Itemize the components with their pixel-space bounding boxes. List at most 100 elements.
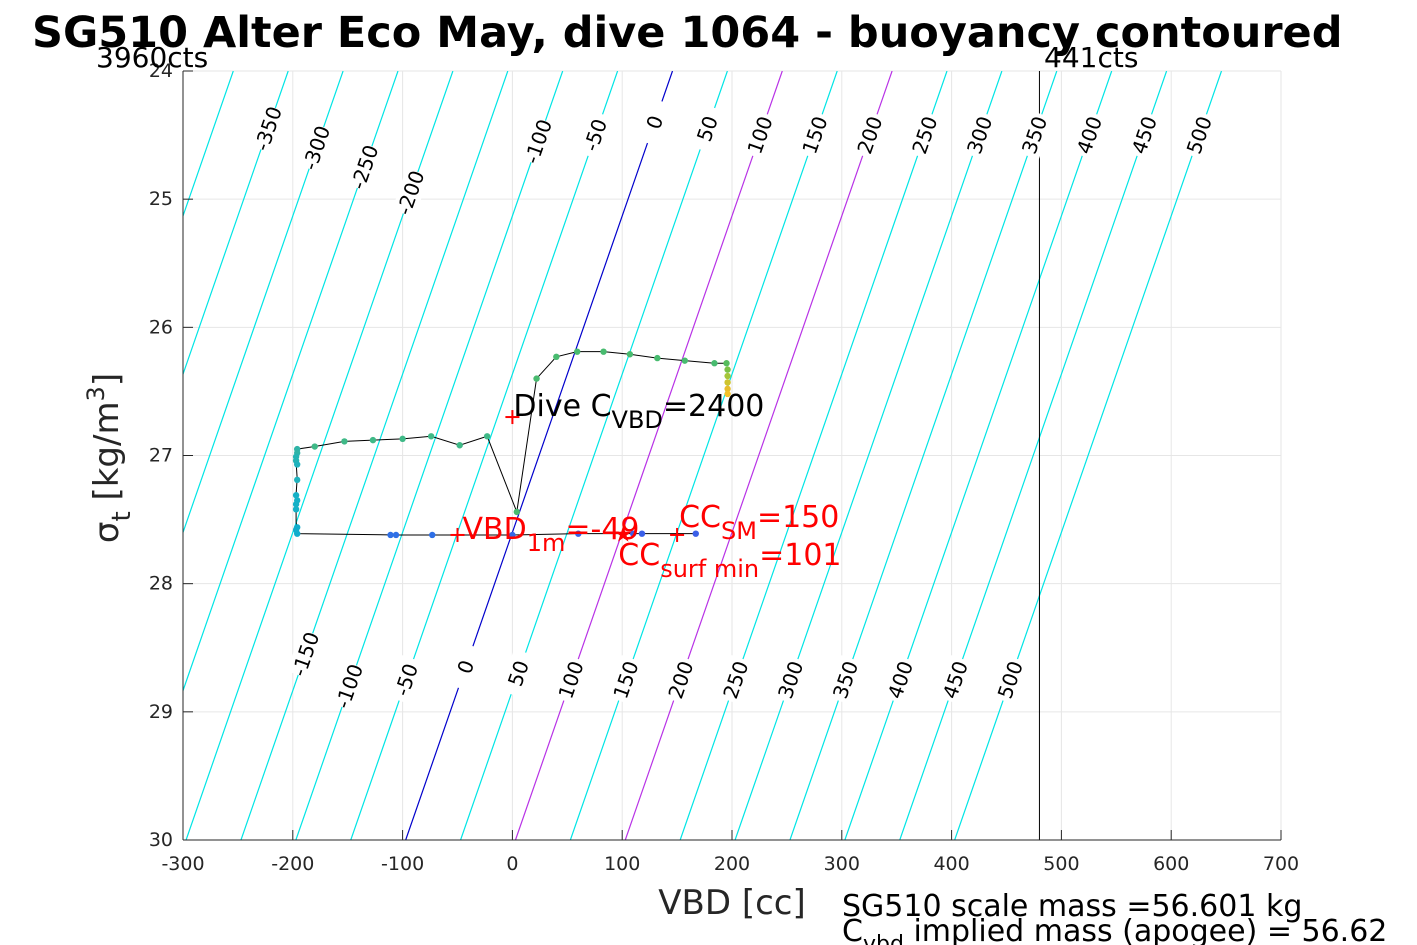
trace-point — [456, 442, 463, 449]
annotation-dive-cvbd: Dive CVBD=2400 — [513, 389, 764, 434]
annotation-cc-sm-sub: SM — [721, 517, 757, 545]
footer-implied-text: implied mass (apogee) = 56.62 — [904, 914, 1388, 945]
trace-point — [392, 531, 400, 539]
x-axis-label: VBD [cc] — [658, 883, 806, 923]
contour-label-lower--150-bg — [286, 629, 325, 679]
contour-line-100 — [514, 71, 783, 840]
annotation-cc-surf-min-main: CC — [618, 538, 660, 573]
y-label-sigma: σ — [87, 522, 127, 544]
trace-point — [724, 385, 731, 393]
x-tick-label: -300 — [161, 853, 204, 875]
contour-label-lower-0-bg — [447, 642, 485, 692]
plus-marker — [670, 527, 685, 542]
annotation-vbd-1m-value: =-49 — [565, 512, 639, 547]
contour-label-upper-100-bg — [741, 110, 779, 160]
trace-point — [427, 433, 435, 440]
contour-label-upper-350-bg — [1016, 110, 1054, 160]
trace-point — [292, 501, 300, 508]
contour-line-0 — [405, 71, 674, 840]
contour-label-lower--100-bg — [330, 661, 368, 711]
annotation-cc-surf-min-value: =101 — [759, 538, 841, 573]
trace-point — [533, 375, 540, 382]
x-tick-label: -200 — [271, 853, 314, 875]
contour-line--100 — [295, 71, 564, 840]
trace-point — [723, 360, 730, 367]
contour-label-upper-400-bg — [1070, 110, 1109, 160]
trace-point — [311, 443, 318, 450]
trace-point — [293, 476, 301, 484]
contour-label-lower-350-bg — [827, 655, 865, 705]
contour-label-upper-150-bg — [796, 110, 834, 160]
chart-title: SG510 Alter Eco May, dive 1064 - buoyanc… — [32, 8, 1343, 58]
contour-label-upper--300-bg — [297, 123, 335, 173]
trace-point — [292, 492, 300, 499]
contour-label-upper-0-bg — [636, 97, 674, 147]
trace-point — [293, 461, 301, 468]
y-label-unit-pre: [kg/m — [87, 401, 127, 511]
y-tick-label: 24 — [149, 60, 173, 82]
trace-point — [711, 360, 718, 367]
y-tick-label: 27 — [149, 445, 173, 467]
annotation-cc-surf-min-sub: surf min — [660, 555, 759, 583]
footer-vbd-sub: vbd — [863, 932, 904, 945]
footer-c: C — [842, 914, 863, 945]
trace-point — [575, 530, 582, 537]
trace-point — [573, 348, 581, 355]
contour-line-50 — [460, 71, 728, 840]
x-tick-label: 200 — [714, 853, 750, 875]
trace-point — [429, 531, 436, 539]
contour-label-upper-500-bg — [1180, 110, 1218, 160]
contour-label-lower-450-bg — [936, 655, 974, 705]
grid — [183, 70, 1282, 840]
contour-line-450 — [899, 71, 1168, 840]
annotation-vbd-1m: VBD1m=-49 — [463, 512, 640, 557]
contour-line-500 — [954, 71, 1223, 840]
trace-point — [629, 530, 637, 537]
contour-label-upper--350-bg — [249, 103, 287, 154]
x-tick-label: 400 — [933, 853, 969, 875]
trace-point — [369, 436, 377, 444]
contour-label-upper-300-bg — [961, 110, 999, 160]
contour-label-upper--200-bg — [392, 168, 430, 218]
contour-line-300 — [734, 71, 1003, 840]
contour-line-200 — [624, 71, 893, 840]
annotation-cc-surf-min: CCsurf min=101 — [618, 538, 841, 583]
y-tick-label: 26 — [149, 316, 173, 338]
x-tick-label: 0 — [506, 853, 518, 875]
annotation-vbd-1m-sub: 1m — [527, 529, 566, 557]
y-axis-ticks: 24 25 26 27 28 29 30 — [149, 60, 193, 851]
trace-point — [387, 531, 394, 539]
annotation-cc-sm-value: =150 — [757, 500, 839, 535]
y-tick-label: 30 — [149, 829, 173, 851]
contour-label-lower-500-bg — [991, 655, 1029, 705]
x-tick-label: 600 — [1153, 853, 1189, 875]
trace-point — [692, 530, 699, 537]
y-label-sub: t — [107, 511, 137, 521]
footer-scale-mass: SG510 scale mass =56.601 kg — [842, 889, 1302, 924]
markers: ★ — [450, 410, 685, 547]
contour-label-upper-450-bg — [1125, 110, 1163, 160]
plus-marker — [505, 410, 520, 425]
contour-label-lower--50-bg — [387, 655, 425, 705]
contour-line-400 — [844, 71, 1113, 840]
contour-label-lower-100-bg — [552, 655, 590, 705]
contour-lines — [183, 71, 1223, 840]
y-label-unit-sup: 3 — [82, 386, 110, 401]
contour-line-350 — [789, 71, 1058, 840]
corner-label-right: 441cts — [1044, 41, 1138, 74]
trace-point — [600, 348, 607, 355]
trace-point — [626, 351, 634, 358]
x-tick-label: 700 — [1263, 853, 1299, 875]
star-marker: ★ — [613, 522, 633, 547]
x-axis-ticks: -300 -200 -100 0 100 200 300 400 500 600 700 — [161, 830, 1299, 875]
annotation-cc-sm-main: CC — [679, 500, 721, 535]
annotation-dive-cvbd-main: Dive C — [513, 389, 611, 424]
contour-label-upper-200-bg — [851, 110, 889, 160]
trace-point — [724, 366, 731, 373]
y-tick-label: 29 — [149, 701, 173, 723]
contour-label-lower-400-bg — [881, 655, 920, 705]
trace-point — [292, 506, 300, 513]
contour-label-upper--250-bg — [346, 142, 384, 192]
